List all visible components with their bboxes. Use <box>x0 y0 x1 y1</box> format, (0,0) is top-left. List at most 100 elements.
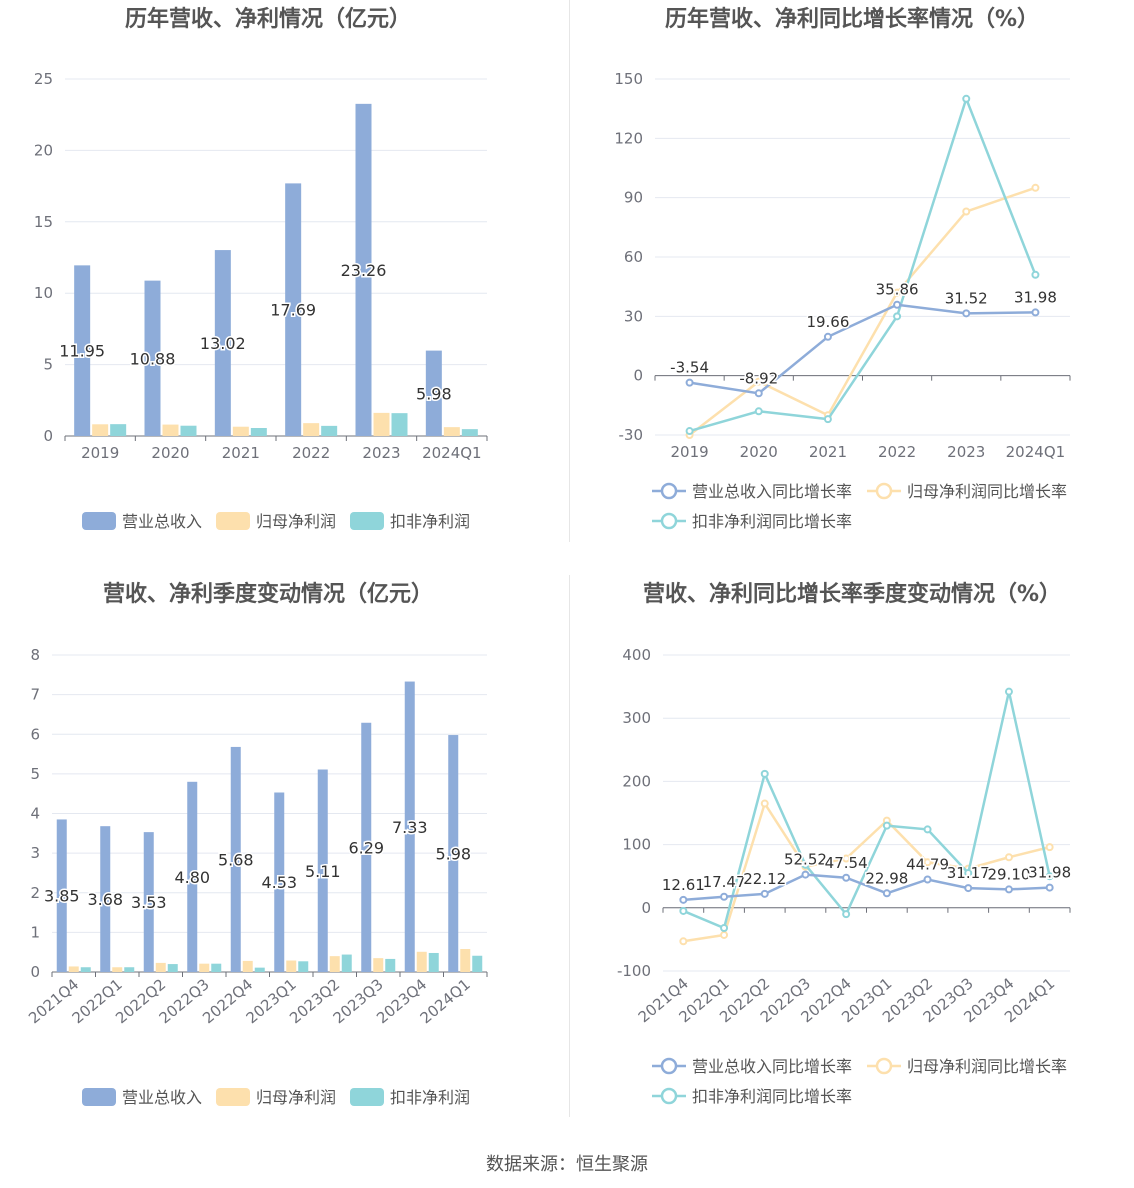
y-tick-label: 0 <box>641 899 651 917</box>
bar-net-profit <box>232 426 249 436</box>
line-point <box>823 332 832 341</box>
line-data-label: 31.52 <box>945 289 988 307</box>
y-tick-label: 10 <box>34 284 53 302</box>
bar-revenue <box>74 265 91 436</box>
y-tick-label: 60 <box>624 248 643 266</box>
bar-net-profit <box>373 412 390 436</box>
line-point <box>1004 853 1013 862</box>
bar-net-profit <box>373 958 384 972</box>
chart-annual-growth-rate: 历年营收、净利同比增长率情况（%） -30 0 30 60 90 120 150 2019 202… <box>567 0 1134 575</box>
y-tick-label: -30 <box>619 426 644 444</box>
bar-deducted-profit <box>180 425 197 436</box>
line-point <box>962 309 971 318</box>
legend-swatch-marker <box>660 1057 678 1075</box>
line-point <box>962 94 971 103</box>
line-point <box>1004 687 1013 696</box>
bar-revenue <box>355 103 372 436</box>
line-point <box>893 288 902 297</box>
bar-revenue <box>56 819 67 972</box>
y-tick-label: 20 <box>34 141 53 159</box>
line-point <box>760 769 769 778</box>
line-point <box>801 860 810 869</box>
y-tick-label: 120 <box>614 129 643 147</box>
bar-data-label: 23.26 <box>341 261 387 280</box>
x-tick-label: 2024Q1 <box>1006 443 1066 461</box>
line-deducted-profit-growth <box>689 95 1037 433</box>
bar-revenue <box>230 746 241 972</box>
line-point <box>923 875 932 884</box>
line-point <box>720 924 729 933</box>
bar-net-profit <box>162 424 179 436</box>
legend-swatch-marker <box>660 1087 678 1105</box>
line-data-label: 47.54 <box>825 854 868 872</box>
line-point <box>842 873 851 882</box>
line-data-label: 22.12 <box>743 870 786 888</box>
y-tick-label: 30 <box>624 307 643 325</box>
legend-label: 扣非净利润同比增长率 <box>692 1087 852 1106</box>
bar-data-label: 5.68 <box>218 850 254 869</box>
legend-swatch-marker <box>875 1057 893 1075</box>
y-tick-label: -100 <box>617 962 651 980</box>
bar-deducted-profit <box>124 967 135 972</box>
y-tick-label: 150 <box>614 70 643 88</box>
line-revenue-growth <box>683 873 1050 902</box>
bar-net-profit <box>68 966 79 972</box>
line-data-label: 19.66 <box>806 313 849 331</box>
bar-data-label: 4.53 <box>261 873 297 892</box>
bar-net-profit <box>112 967 123 972</box>
line-data-label: 12.61 <box>662 876 705 894</box>
line-point <box>1031 308 1040 317</box>
line-data-label: 31.98 <box>1028 864 1071 882</box>
chart-title: 营收、净利同比增长率季度变动情况（%） <box>643 581 1061 607</box>
bar-net-profit <box>92 424 109 436</box>
bar-net-profit <box>155 962 166 972</box>
line-point <box>823 415 832 424</box>
line-point <box>685 378 694 387</box>
y-tick-label: 200 <box>622 772 651 790</box>
bar-revenue <box>143 832 154 972</box>
x-tick-label: 2021 <box>222 444 260 462</box>
bar-revenue <box>100 826 111 972</box>
bar-deducted-profit <box>461 429 478 436</box>
y-tick-label: 400 <box>622 646 651 664</box>
line-point <box>679 895 688 904</box>
chart-annual-revenue-profit: 历年营收、净利情况（亿元） 0 5 10 15 20 25 2019 2020 2021 2022 2… <box>0 0 567 575</box>
y-tick-label: 15 <box>34 213 53 231</box>
x-tick-label: 2019 <box>81 444 119 462</box>
line-data-label: 52.52 <box>784 851 827 869</box>
line-data-label: 17.47 <box>703 873 746 891</box>
legend-swatch <box>216 512 250 530</box>
bar-net-profit <box>303 423 320 436</box>
bar-deducted-profit <box>472 955 483 972</box>
quarterly-bar-chart: 营收、净利季度变动情况（亿元）0123456782021Q42022Q12022… <box>25 581 488 1107</box>
y-tick-label: 2 <box>30 884 40 902</box>
x-tick-label: 2020 <box>151 444 189 462</box>
chart-title: 历年营收、净利情况（亿元） <box>125 6 411 32</box>
line-data-label: 35.86 <box>876 281 919 299</box>
legend-label: 营业总收入同比增长率 <box>692 482 852 501</box>
bar-net-profit <box>416 951 427 972</box>
legend-swatch <box>82 512 116 530</box>
y-tick-label: 1 <box>30 923 40 941</box>
bar-deducted-profit <box>341 954 352 972</box>
bar-deducted-profit <box>80 967 91 972</box>
bar-net-profit <box>242 960 253 972</box>
bar-revenue <box>448 735 459 972</box>
bar-net-profit <box>329 956 340 972</box>
x-tick-label: 2022 <box>292 444 330 462</box>
bar-revenue <box>404 681 415 972</box>
x-tick-label: 2021 <box>809 443 847 461</box>
bar-net-profit <box>199 963 210 972</box>
line-net-profit-growth <box>683 800 1050 943</box>
legend-label: 扣非净利润 <box>390 512 470 531</box>
bar-net-profit <box>286 960 297 972</box>
bar-deducted-profit <box>250 428 267 436</box>
line-point <box>923 858 932 867</box>
bar-data-label: 13.02 <box>200 334 246 353</box>
bar-revenue <box>361 722 372 972</box>
line-net-profit-growth <box>688 186 1036 436</box>
bar-deducted-profit <box>298 961 309 972</box>
bar-data-label: 5.98 <box>435 845 471 864</box>
bar-revenue <box>187 781 198 972</box>
legend-swatch-marker <box>875 482 893 500</box>
